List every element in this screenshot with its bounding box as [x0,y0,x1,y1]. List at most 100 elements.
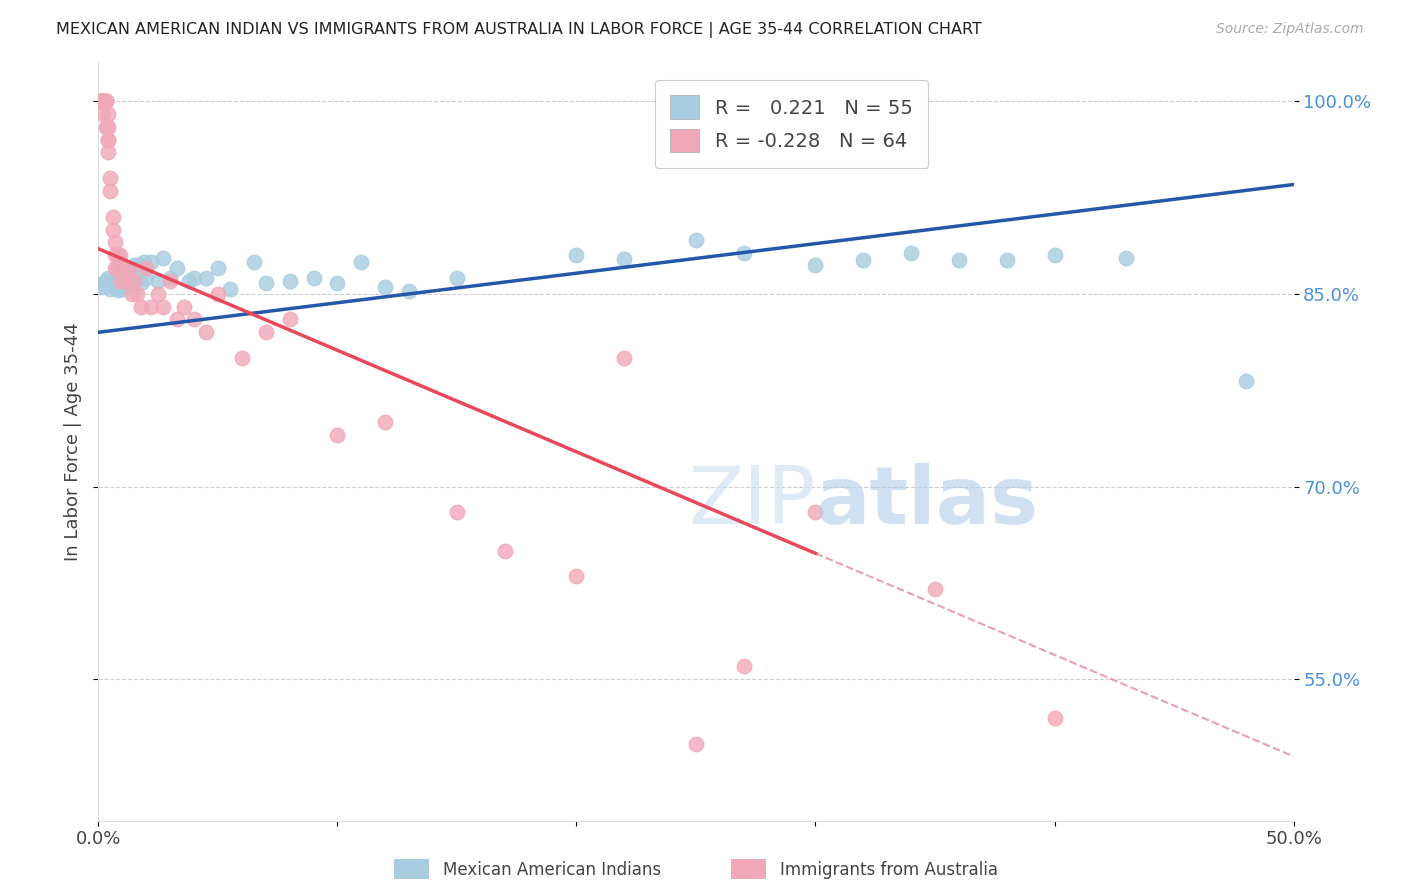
Point [104,275,127,289]
Point [948,253,970,268]
Point [685,737,707,751]
Point [278,274,301,288]
Point [90,94,112,108]
Point [115,279,138,293]
Point [243,254,266,268]
Text: atlas: atlas [815,463,1039,541]
Point [733,245,755,260]
Point [254,326,277,340]
Point [94,94,117,108]
Point [350,254,373,268]
Point [159,271,181,285]
Point [121,277,143,291]
Point [91,94,114,108]
Point [111,274,134,288]
Point [94,94,117,108]
Point [97,120,120,134]
Text: Source: ZipAtlas.com: Source: ZipAtlas.com [1216,22,1364,37]
Point [104,235,127,250]
Point [118,261,141,276]
Point [97,107,120,121]
Point [90,94,112,108]
Point [254,277,277,291]
Point [131,277,153,291]
Point [179,274,201,288]
Point [804,505,827,519]
Point [131,300,153,314]
Point [139,254,162,268]
Point [1234,374,1257,388]
Point [98,277,122,291]
Point [104,261,127,276]
Point [91,107,114,121]
Point [152,300,174,314]
Point [107,261,129,276]
Point [207,286,229,301]
Point [139,300,162,314]
Point [852,253,875,268]
Point [90,94,112,108]
Point [94,120,117,134]
Point [90,94,112,108]
Point [565,569,588,583]
Point [207,261,229,276]
Text: Immigrants from Australia: Immigrants from Australia [780,861,998,879]
Point [94,94,117,108]
Point [111,282,134,296]
Point [90,94,112,108]
Point [90,280,112,294]
Point [326,277,349,291]
Point [108,277,131,291]
Point [446,505,468,519]
Point [148,274,170,288]
Point [900,245,922,260]
Point [494,543,516,558]
Point [90,94,112,108]
Point [107,248,129,262]
Point [118,271,141,285]
Point [194,326,218,340]
Point [114,261,136,276]
Point [108,274,131,288]
Point [1115,251,1137,265]
Legend: R =   0.221   N = 55, R = -0.228   N = 64: R = 0.221 N = 55, R = -0.228 N = 64 [655,79,928,168]
Point [114,277,136,292]
Point [97,145,120,160]
Point [101,279,124,293]
Point [159,274,181,288]
Point [125,286,148,301]
Point [115,274,138,288]
Point [733,659,755,673]
Point [924,582,946,597]
Point [613,351,636,365]
Point [278,312,301,326]
Point [124,274,146,288]
Point [98,171,122,186]
Point [90,94,112,108]
Point [302,271,325,285]
Point [183,312,205,326]
Point [107,279,129,293]
Point [135,261,157,276]
Point [173,300,195,314]
Point [148,286,170,301]
Point [101,222,124,236]
Point [111,261,134,276]
Point [398,284,420,298]
Text: ZIP: ZIP [688,463,815,541]
Point [101,210,124,224]
Point [94,274,117,288]
Point [1043,248,1066,262]
Point [194,271,218,285]
Point [91,94,114,108]
Point [326,428,349,442]
Point [108,248,131,262]
Point [135,271,157,285]
Point [374,280,396,294]
Point [107,283,129,297]
Point [97,132,120,146]
Point [166,261,188,276]
Point [804,259,827,273]
Point [128,259,150,273]
Point [124,259,146,273]
